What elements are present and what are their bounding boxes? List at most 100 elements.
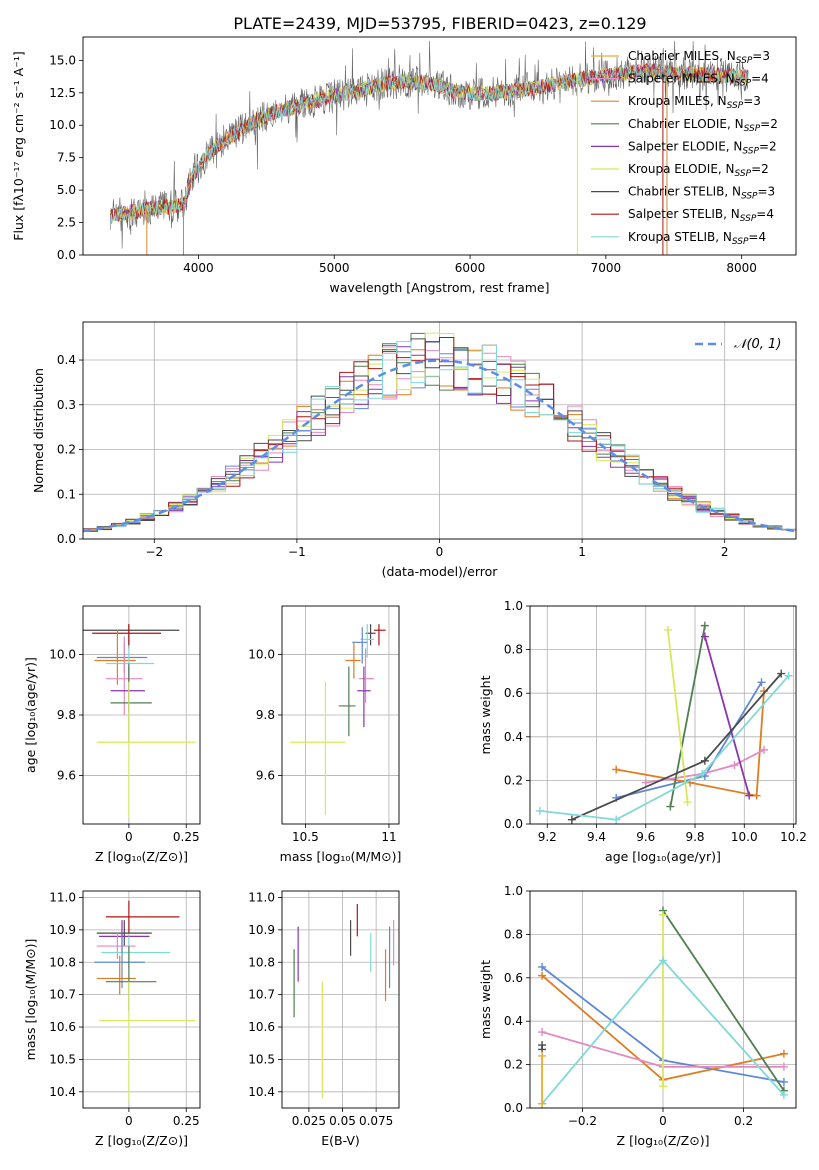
histogram-step (83, 341, 796, 530)
plot-area (538, 906, 788, 1108)
axes-frame (281, 605, 400, 825)
x-tick-label: 0.25 (173, 830, 200, 844)
mass-weight-marker (535, 806, 544, 815)
x-axis-label: mass [log₁₀(M/M⊙)] (280, 849, 402, 864)
error-bar-point (290, 681, 346, 815)
axes-frame (82, 36, 797, 256)
mass-weight-marker (683, 798, 692, 807)
x-axis-label: (data-model)/error (382, 564, 499, 579)
legend-text: Kroupa ELODIE, N (628, 162, 735, 176)
y-tick-label: 0.8 (504, 927, 523, 941)
z-vs-mass-panel: 0 0.25 10.4 10.5 10.6 10.7 10.8 10.9 11.0 Z [log₁… (23, 890, 201, 1148)
y-tick-label: 5.0 (57, 183, 76, 197)
x-tick-label: 0.2 (734, 1114, 753, 1128)
legend-text: Kroupa STELIB, N (628, 230, 732, 244)
error-bar-point (338, 666, 356, 737)
mass-weight-series (659, 910, 667, 1091)
legend-text: =2 (751, 162, 769, 176)
plot-area (83, 624, 196, 818)
legend-entry: Kroupa STELIB, NSSP=4 (628, 230, 766, 247)
x-tick-label: 11 (381, 830, 396, 844)
y-tick-label: 0.4 (57, 353, 76, 367)
mass-weight-series (535, 671, 793, 824)
legend-subscript: SSP (727, 101, 744, 111)
mass-weight-marker (659, 910, 667, 919)
mass-weight-marker (700, 632, 709, 641)
y-tick-label: 10.8 (49, 955, 76, 969)
y-tick-label: 10.7 (49, 988, 76, 1002)
z-vs-mass-weight-panel: −0.2 0 0.2 0.0 0.2 0.4 0.6 0.8 1.0 Z [log₁₀(Z/Z⊙)… (478, 884, 797, 1148)
mass-weight-marker (538, 971, 547, 980)
y-tick-label: 9.8 (256, 708, 275, 722)
x-axis-label: E(B-V) (321, 1133, 360, 1148)
legend-text: Kroupa MILES, N (628, 94, 727, 108)
axes-frame (82, 321, 797, 540)
x-axis-label: Z [log₁₀(Z/Z⊙)] (95, 849, 188, 864)
y-tick-label: 0.0 (504, 1101, 523, 1115)
y-tick-label: 0.3 (57, 398, 76, 412)
legend-subscript: SSP (735, 169, 752, 179)
legend-text: Chabrier STELIB, N (628, 185, 741, 199)
error-bar-point (110, 666, 145, 712)
legend-text: =4 (748, 230, 766, 244)
mass-weight-marker (779, 1062, 788, 1071)
mass-weight-marker (538, 962, 547, 971)
y-tick-label: 10.5 (49, 1052, 76, 1066)
error-bar-point (358, 648, 374, 703)
y-tick-label: 10.4 (49, 1085, 76, 1099)
y-tick-label: 10.9 (248, 923, 275, 937)
y-tick-label: 0.2 (57, 443, 76, 457)
axes-frame (529, 605, 797, 825)
y-tick-label: 1.0 (504, 884, 523, 898)
mass-weight-marker (698, 769, 707, 778)
error-bar-point (99, 981, 196, 1102)
y-tick-label: 10.0 (248, 647, 275, 661)
axes-frame (82, 605, 201, 825)
y-tick-label: 0.0 (57, 248, 76, 262)
legend-text: =3 (752, 49, 770, 63)
x-tick-label: 9.2 (538, 830, 557, 844)
error-bar-point (105, 645, 155, 694)
legend-subscript: SSP (742, 146, 759, 156)
y-tick-label: 0.8 (504, 643, 523, 657)
x-tick-label: 10.0 (731, 830, 758, 844)
x-tick-label: 9.8 (685, 830, 704, 844)
error-bar-point (357, 666, 371, 728)
ebv-vs-mass-panel: 0.025 0.05 0.075 10.4 10.5 10.6 10.7 10.8 10.9 11… (248, 890, 400, 1148)
mass-weight-marker (666, 802, 675, 811)
mass-weight-marker (779, 1077, 788, 1086)
y-axis-label: Normed distribution (31, 368, 46, 493)
legend-entry: Kroupa MILES, NSSP=3 (628, 94, 761, 111)
x-tick-label: 10.5 (292, 830, 319, 844)
mass-weight-marker (659, 1082, 667, 1091)
mass-weight-marker (784, 671, 793, 680)
y-tick-label: 10.6 (248, 1020, 275, 1034)
legend-text: =2 (759, 139, 777, 153)
error-bar-point (352, 627, 368, 664)
y-tick-label: 0.0 (504, 817, 523, 831)
figure-title: PLATE=2439, MJD=53795, FIBERID=0423, z=0… (233, 14, 646, 33)
mass-weight-marker (757, 678, 766, 687)
y-tick-label: 10.5 (248, 1052, 275, 1066)
error-bar-point (92, 624, 161, 649)
x-tick-label: −2 (145, 545, 163, 559)
plot-area (535, 621, 793, 824)
error-bar-point (83, 624, 180, 649)
legend-subscript: SSP (744, 124, 761, 134)
mass-weight-marker (700, 756, 709, 765)
x-tick-label: 10.2 (780, 830, 807, 844)
error-bar-point (96, 955, 136, 995)
mass-weight-series (567, 669, 786, 824)
x-tick-label: 2 (721, 545, 729, 559)
grid-lines (282, 891, 399, 1108)
legend-entry: Chabrier ELODIE, NSSP=2 (628, 117, 778, 134)
legend-text: Chabrier ELODIE, N (628, 117, 744, 131)
error-bar-point (96, 933, 136, 960)
x-tick-label: 0.025 (292, 1114, 326, 1128)
y-axis-label: mass weight (478, 960, 493, 1039)
legend-text: Salpeter MILES, N (628, 72, 735, 86)
mass-weight-marker (700, 621, 709, 630)
error-bar-point (373, 624, 386, 646)
legend-text: Salpeter ELODIE, N (628, 139, 742, 153)
mass-weight-series (700, 632, 754, 800)
